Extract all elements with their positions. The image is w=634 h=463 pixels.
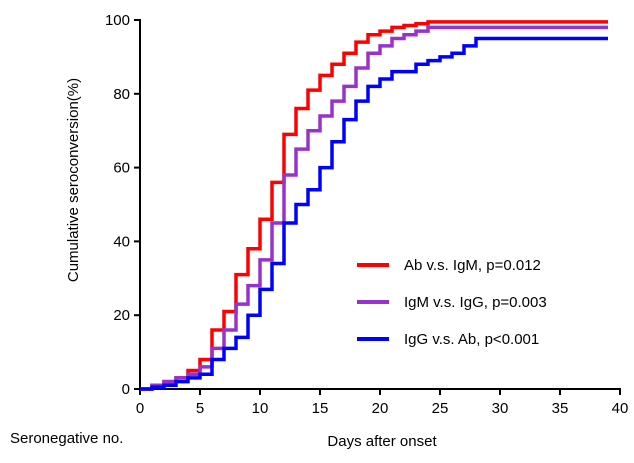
y-tick-label: 20 bbox=[113, 307, 130, 324]
x-tick-label: 30 bbox=[492, 400, 509, 417]
x-tick-label: 20 bbox=[372, 400, 389, 417]
series-line-3 bbox=[140, 36, 608, 391]
x-tick-label: 0 bbox=[136, 400, 144, 417]
legend-label-2: IgM v.s. IgG, p=0.003 bbox=[404, 294, 547, 311]
series-line-2 bbox=[140, 25, 608, 391]
x-tick-label: 40 bbox=[612, 400, 629, 417]
y-axis-title: Cumulative seroconversion(%) bbox=[65, 78, 82, 282]
series-line-1 bbox=[140, 20, 608, 391]
x-tick-label: 5 bbox=[196, 400, 204, 417]
y-tick-label: 40 bbox=[113, 233, 130, 250]
legend-label-1: Ab v.s. IgM, p=0.012 bbox=[404, 257, 541, 274]
legend: Ab v.s. IgM, p=0.012 IgM v.s. IgG, p=0.00… bbox=[357, 257, 547, 348]
legend-label-3: IgG v.s. Ab, p<0.001 bbox=[404, 331, 539, 348]
series-layer bbox=[140, 20, 608, 391]
axes: 0 20 40 60 80 100 0 5 10 15 20 25 30 35 40 bbox=[105, 12, 628, 417]
y-tick-label: 80 bbox=[113, 86, 130, 103]
y-tick-label: 60 bbox=[113, 160, 130, 177]
y-tick-label: 0 bbox=[122, 381, 130, 398]
x-tick-label: 35 bbox=[552, 400, 569, 417]
x-tick-label: 25 bbox=[432, 400, 449, 417]
x-tick-label: 15 bbox=[312, 400, 329, 417]
y-tick-label: 100 bbox=[105, 12, 130, 29]
x-tick-label: 10 bbox=[252, 400, 269, 417]
x-axis-title: Days after onset bbox=[327, 433, 437, 450]
seronegative-label: Seronegative no. bbox=[10, 430, 124, 447]
